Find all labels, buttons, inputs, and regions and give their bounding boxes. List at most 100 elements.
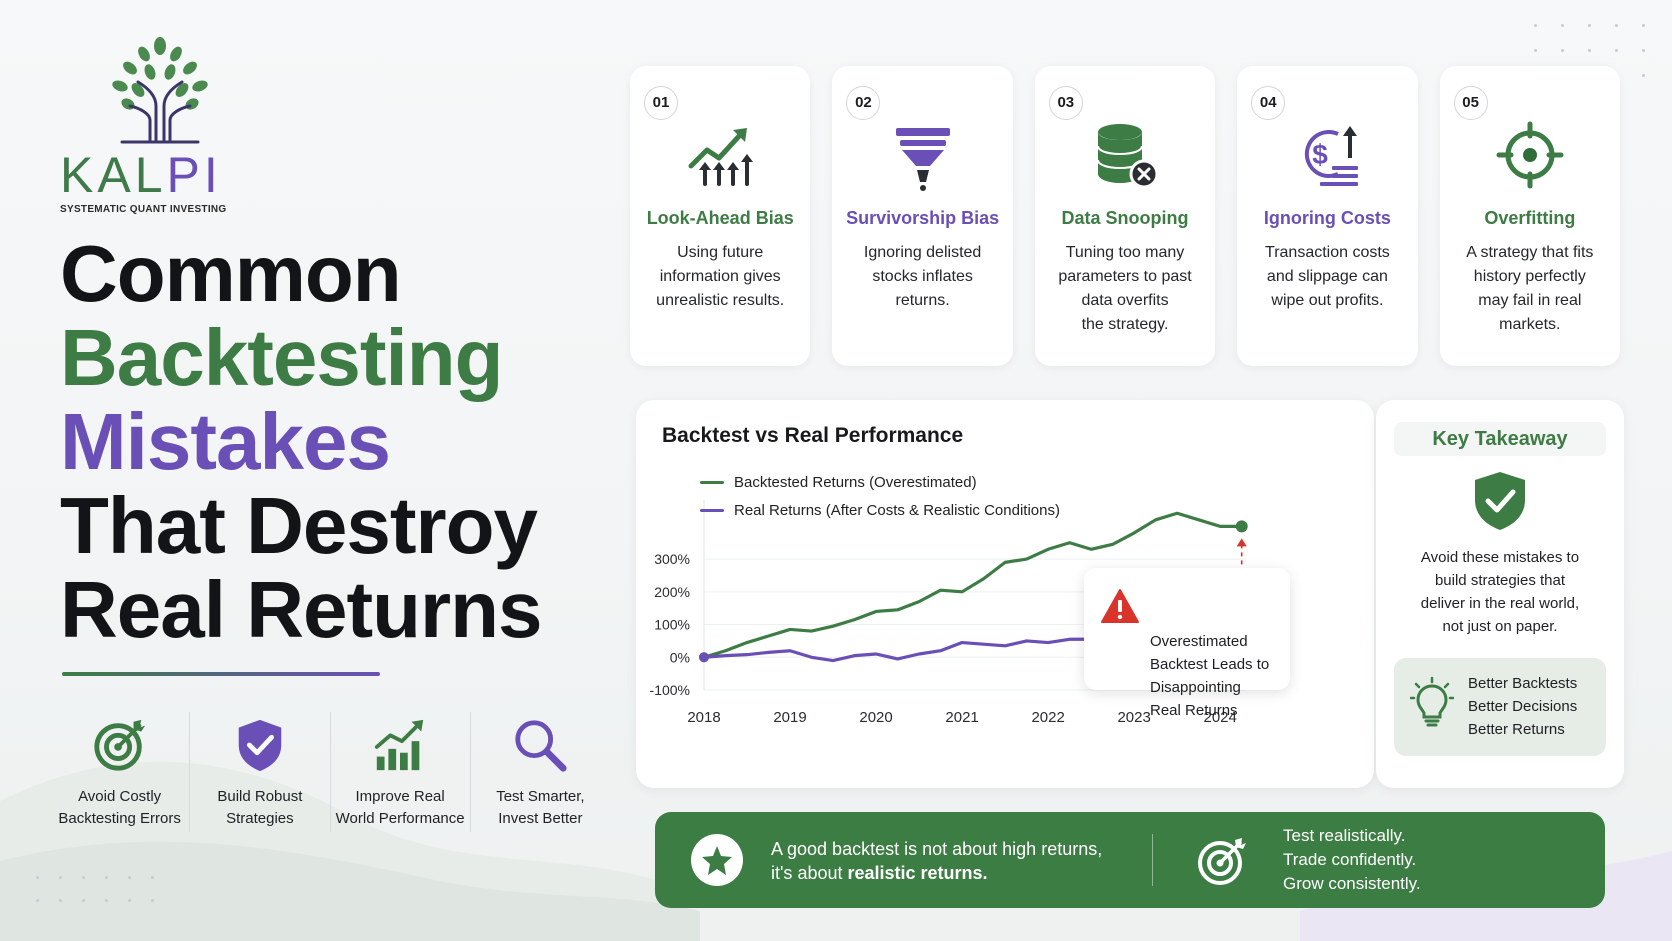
mistake-card-ignoring-costs: 04 $ Ignoring Costs Transaction costs an… [1237, 66, 1418, 366]
page-headline: Common Backtesting Mistakes That Destroy… [60, 229, 542, 654]
legend-item-real: Real Returns (After Costs & Realistic Co… [700, 496, 1060, 524]
banner-slogan: Test realistically. Trade confidently. G… [1283, 824, 1421, 896]
target-icon [1198, 838, 1246, 885]
mistake-card-look-ahead: 01 Look-Ahead Bias Using future informat… [630, 66, 811, 366]
mistake-cards: 01 Look-Ahead Bias Using future informat… [630, 66, 1621, 366]
banner-message-line-1: A good backtest is not about high return… [771, 839, 1103, 859]
key-takeaway-panel: Key Takeaway Avoid these mistakes to bui… [1376, 400, 1624, 788]
shield-check-icon [238, 719, 282, 772]
headline-line-2: Backtesting [60, 313, 503, 402]
card-title: Overfitting [1484, 208, 1576, 228]
takeaway-text: Avoid these mistakes to build strategies… [1420, 549, 1580, 635]
growth-chart-icon [374, 719, 424, 771]
takeaway-point: Better Backtests [1468, 675, 1578, 692]
x-tick-label: 2023 [1117, 709, 1150, 726]
lightbulb-icon [1410, 676, 1454, 727]
dollar-cost-icon: $ [1305, 126, 1359, 186]
benefit-label: Improve Real World Performance [335, 788, 465, 827]
series-line-backtested [702, 511, 1244, 659]
legend-item-backtested: Backtested Returns (Overestimated) [700, 468, 1060, 496]
banner-message-line-2: it's about realistic returns. [771, 863, 988, 883]
banner-message: A good backtest is not about high return… [771, 837, 1102, 885]
y-tick-label: 200% [654, 584, 690, 600]
funnel-icon [895, 128, 950, 191]
legend-swatch [700, 508, 724, 512]
benefit-item-test-smarter: Test Smarter, Invest Better [471, 712, 610, 832]
y-tick-label: 0% [670, 649, 690, 665]
warning-icon [1101, 589, 1139, 623]
takeaway-points: Better Backtests Better Decisions Better… [1394, 658, 1606, 756]
performance-chart-panel: 300% 200% 100% 0% -100% 2018 2019 2020 2021 2022 2… [636, 400, 1374, 788]
banner-emphasis: realistic returns. [847, 863, 988, 883]
legend-label: Real Returns (After Costs & Realistic Co… [734, 501, 1060, 519]
crosshair-icon [1496, 121, 1564, 189]
trend-up-icon [688, 128, 754, 186]
mistake-card-overfitting: 05 Overfitting A strategy that fits hist… [1439, 66, 1621, 366]
magnifier-icon [515, 720, 567, 772]
performance-chart: 300% 200% 100% 0% -100% 2018 2019 2020 2021 2022 2… [650, 500, 1248, 726]
card-number: 05 [1453, 86, 1488, 120]
y-tick-label: -100% [650, 682, 690, 698]
card-title: Ignoring Costs [1263, 208, 1391, 228]
card-description: Using future information gives unrealist… [656, 244, 785, 309]
bottom-banner: A good backtest is not about high return… [655, 812, 1605, 908]
card-number: 01 [644, 86, 678, 120]
y-tick-label: 100% [654, 617, 690, 633]
slogan-line: Grow consistently. [1283, 874, 1421, 893]
banner-divider [1152, 834, 1153, 886]
series-start-point [699, 652, 709, 663]
card-number: 02 [846, 86, 881, 120]
card-title: Survivorship Bias [846, 208, 1000, 228]
tree-logo-icon [112, 37, 208, 144]
card-number: 04 [1251, 86, 1286, 120]
takeaway-title: Key Takeaway [1394, 422, 1606, 456]
x-tick-label: 2018 [687, 709, 720, 726]
takeaway-point: Better Decisions [1468, 698, 1578, 715]
slogan-line: Test realistically. [1283, 826, 1406, 845]
mistake-card-data-snooping: 03 Data Snooping Tuning too many paramet… [1034, 66, 1216, 366]
legend-swatch [700, 480, 724, 484]
brand-name: KALPI [60, 147, 222, 203]
takeaway-point: Better Returns [1468, 721, 1565, 738]
gap-arrow-head-top [1236, 538, 1247, 547]
benefit-label: Avoid Costly Backtesting Errors [58, 788, 181, 827]
chart-annotation: Overestimated Backtest Leads to Disappoi… [1084, 568, 1290, 719]
slogan-line: Trade confidently. [1283, 850, 1417, 869]
target-icon [94, 719, 145, 771]
annotation-text: Overestimated Backtest Leads to Disappoi… [1150, 633, 1270, 719]
star-badge [691, 834, 743, 886]
benefit-label: Test Smarter, Invest Better [496, 788, 585, 827]
card-description: Ignoring delisted stocks inflates return… [863, 244, 982, 309]
benefit-label: Build Robust Strategies [217, 788, 303, 827]
card-description: Transaction costs and slippage can wipe … [1265, 244, 1390, 309]
x-tick-label: 2021 [945, 709, 978, 726]
legend-label: Backtested Returns (Overestimated) [734, 473, 977, 491]
mistake-card-survivorship: 02 Survivorship Bias Ignoring delisted s… [832, 66, 1013, 366]
headline-divider [62, 672, 380, 676]
brand-logo: KALPI SYSTEMATIC QUANT INVESTING [60, 36, 260, 215]
chart-title: Backtest vs Real Performance [662, 424, 964, 447]
dot-pattern-bottom-left [36, 876, 154, 902]
benefit-item-avoid-errors: Avoid Costly Backtesting Errors [50, 712, 191, 832]
y-tick-label: 300% [654, 551, 690, 567]
headline-line-4: That Destroy [60, 481, 538, 570]
headline-line-3: Mistakes [60, 397, 391, 486]
chart-legend: Backtested Returns (Overestimated) Real … [700, 468, 1060, 524]
card-description: A strategy that fits history perfectly m… [1466, 244, 1594, 333]
brand-tagline: SYSTEMATIC QUANT INVESTING [60, 204, 227, 215]
card-title: Look-Ahead Bias [646, 208, 794, 228]
headline-line-5: Real Returns [60, 565, 542, 654]
x-tick-label: 2020 [859, 709, 892, 726]
benefit-item-real-world: Improve Real World Performance [331, 712, 471, 832]
database-x-icon [1097, 124, 1159, 189]
card-description: Tuning too many parameters to past data … [1058, 244, 1192, 333]
card-title: Data Snooping [1061, 208, 1189, 228]
series-end-point [1235, 520, 1248, 533]
headline-line-1: Common [60, 229, 402, 318]
x-tick-label: 2022 [1031, 709, 1064, 726]
benefit-item-robust-strategies: Build Robust Strategies [190, 712, 331, 832]
star-icon [702, 846, 732, 875]
card-number: 03 [1048, 86, 1083, 120]
x-tick-label: 2024 [1204, 709, 1237, 726]
shield-check-icon [1475, 472, 1525, 530]
